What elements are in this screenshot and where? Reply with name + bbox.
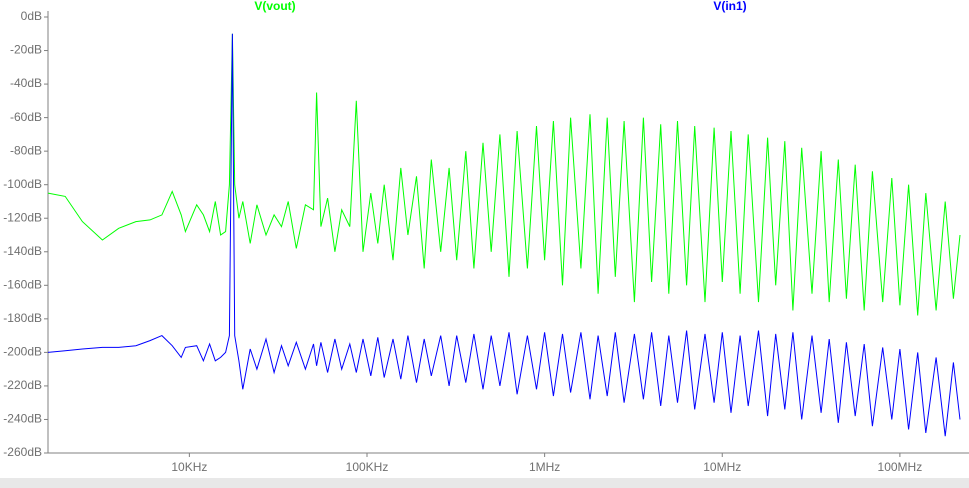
y-tick-label: -200dB (3, 345, 42, 359)
y-tick-label: -40dB (10, 76, 42, 90)
x-tick-label: 100KHz (346, 460, 389, 474)
scrollbar (0, 478, 969, 488)
series-line (47, 33, 961, 437)
y-tick-label: -80dB (10, 143, 42, 157)
series-line (47, 33, 961, 316)
y-tick-label: -260dB (3, 445, 42, 459)
y-tick-label: -20dB (10, 43, 42, 57)
y-tick-label: -180dB (3, 311, 42, 325)
legend-label: V(vout) (254, 0, 295, 13)
y-tick-label: -100dB (3, 177, 42, 191)
y-tick-label: -120dB (3, 210, 42, 224)
x-tick-label: 10KHz (171, 460, 207, 474)
y-tick-label: -220dB (3, 378, 42, 392)
x-tick-label: 100MHz (878, 460, 923, 474)
x-tick-label: 1MHz (529, 460, 560, 474)
y-tick-label: -240dB (3, 412, 42, 426)
y-tick-label: -140dB (3, 244, 42, 258)
y-tick-label: -60dB (10, 110, 42, 124)
y-tick-label: 0dB (21, 9, 42, 23)
x-tick-label: 10MHz (703, 460, 741, 474)
legend-label: V(in1) (713, 0, 746, 13)
y-tick-label: -160dB (3, 277, 42, 291)
